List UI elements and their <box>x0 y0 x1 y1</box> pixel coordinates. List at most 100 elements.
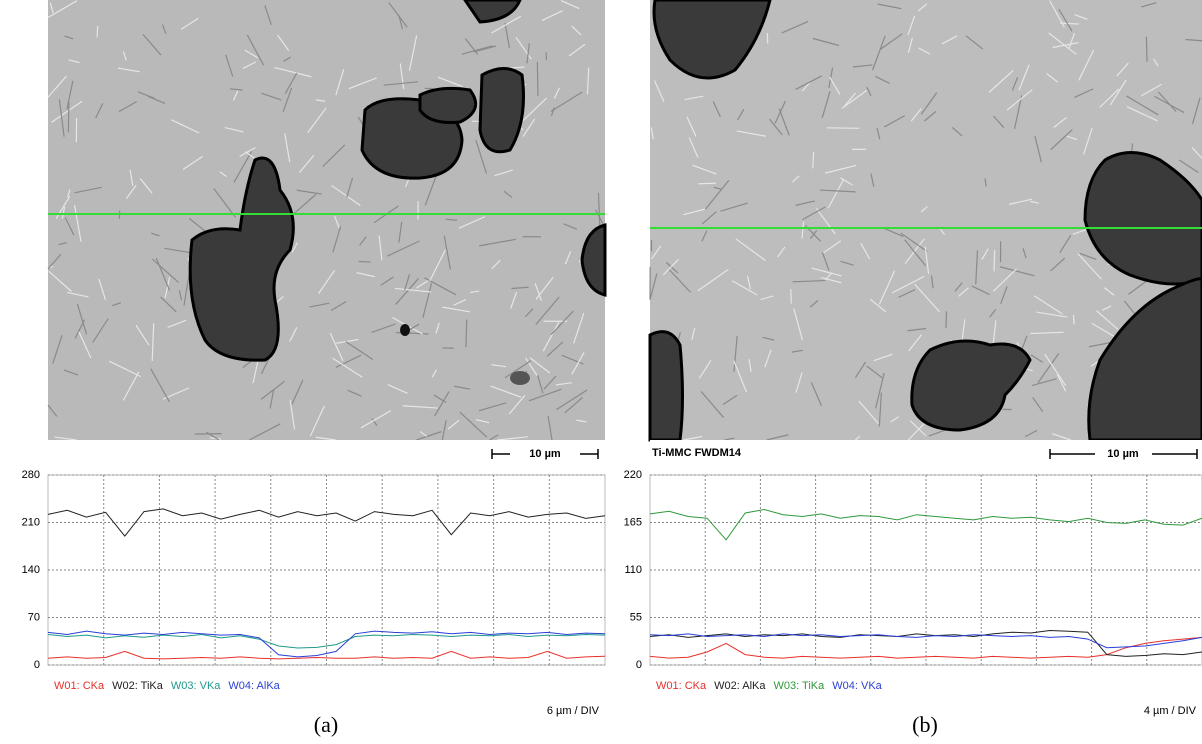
texture <box>1082 127 1093 155</box>
texture <box>917 3 928 12</box>
texture <box>989 308 997 318</box>
texture <box>434 391 450 417</box>
texture <box>1157 91 1177 112</box>
texture <box>504 360 532 379</box>
texture <box>1011 76 1019 91</box>
texture <box>61 206 66 219</box>
texture <box>67 291 89 298</box>
texture <box>1068 32 1076 49</box>
texture <box>1145 36 1148 62</box>
texture <box>125 184 137 199</box>
texture <box>904 239 926 267</box>
texture <box>907 327 927 332</box>
texture <box>219 171 227 177</box>
texture <box>891 275 925 294</box>
texture <box>866 86 872 96</box>
texture <box>774 100 786 124</box>
texture <box>525 357 538 377</box>
texture <box>910 420 927 437</box>
texture <box>873 353 893 362</box>
texture <box>464 38 479 55</box>
texture <box>422 283 433 318</box>
texture <box>1022 248 1027 259</box>
texture <box>791 349 803 353</box>
texture <box>1072 314 1075 325</box>
texture <box>812 37 840 47</box>
texture <box>1096 310 1119 330</box>
texture <box>762 336 775 341</box>
texture <box>975 250 979 285</box>
texture <box>535 276 554 300</box>
texture <box>1030 331 1064 335</box>
legend-entry: W03: VKa <box>171 680 221 692</box>
texture <box>871 35 886 71</box>
texture <box>171 119 200 134</box>
texture <box>860 242 871 260</box>
texture <box>503 190 513 198</box>
texture <box>1101 305 1112 311</box>
texture <box>331 184 361 207</box>
caption: (a) <box>314 712 338 737</box>
texture <box>346 177 354 198</box>
texture <box>760 295 774 301</box>
texture <box>561 354 584 365</box>
texture <box>345 341 374 360</box>
texture <box>821 252 830 271</box>
texture <box>122 51 127 61</box>
texture <box>553 87 561 99</box>
texture <box>1126 95 1159 116</box>
texture <box>68 59 80 64</box>
texture <box>854 361 867 378</box>
texture <box>801 81 811 92</box>
texture <box>47 75 67 98</box>
texture <box>447 419 460 430</box>
texture <box>359 236 367 246</box>
texture <box>1048 32 1077 55</box>
texture <box>550 91 583 112</box>
texture <box>260 380 286 400</box>
texture <box>347 389 362 397</box>
texture <box>454 385 471 390</box>
texture <box>511 286 529 290</box>
texture <box>264 5 272 26</box>
texture <box>1059 234 1072 254</box>
texture <box>404 274 411 291</box>
texture <box>543 375 557 390</box>
texture <box>1036 311 1068 318</box>
texture <box>683 208 706 216</box>
texture <box>309 302 330 308</box>
micrograph: 10 µm <box>47 0 607 468</box>
data-line <box>47 633 606 649</box>
data-line <box>649 629 1202 657</box>
texture <box>58 99 65 137</box>
texture <box>535 296 560 326</box>
y-tick-label: 140 <box>22 564 40 576</box>
texture <box>64 217 75 236</box>
texture <box>733 360 748 393</box>
texture <box>1037 353 1060 384</box>
scale-bar-label: 10 µm <box>529 448 561 460</box>
texture <box>47 0 78 19</box>
texture <box>722 394 738 406</box>
texture <box>692 164 717 175</box>
texture <box>879 33 903 51</box>
texture <box>665 261 679 274</box>
texture <box>724 437 735 441</box>
texture <box>1024 429 1038 438</box>
texture <box>534 283 543 301</box>
texture <box>1123 300 1137 317</box>
texture <box>135 324 150 346</box>
texture <box>824 164 857 174</box>
texture <box>459 411 488 438</box>
texture <box>651 245 662 260</box>
texture <box>489 434 499 441</box>
texture <box>142 33 162 56</box>
texture <box>371 418 378 427</box>
texture <box>713 186 723 190</box>
texture <box>112 302 122 307</box>
texture <box>147 95 166 105</box>
texture <box>291 379 304 405</box>
texture <box>435 322 440 334</box>
